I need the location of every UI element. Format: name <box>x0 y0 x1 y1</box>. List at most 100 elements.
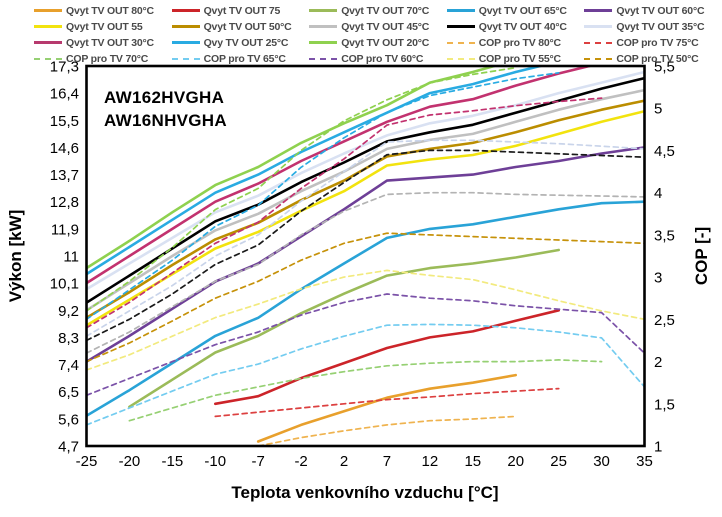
legend-item-16: COP pro TV 65°C <box>171 51 306 66</box>
series-line-12 <box>256 373 518 443</box>
axes-layer: 4,7 5,6 6,5 7,4 8,3 9,2 10,1 11 11,9 12,8 13,7 14,6… <box>50 59 675 471</box>
legend-dashed-line-swatch <box>584 41 613 44</box>
legend-item-7: Qvyt TV OUT 45°C <box>309 19 443 34</box>
y-right-tick-label: 5,5 <box>654 59 675 76</box>
y-left-tick-label: 5,6 <box>58 411 79 428</box>
y-right-tick-label: 4 <box>654 185 662 202</box>
x-tick-label: 7 <box>383 453 391 470</box>
y-left-tick-label: 14,6 <box>50 140 79 157</box>
series-layer <box>86 65 645 447</box>
legend-label: Qvyt TV OUT 60°C <box>616 4 705 17</box>
series-line-19 <box>86 232 645 363</box>
legend-item-4: Qvyt TV OUT 60°C <box>584 3 718 18</box>
y-left-tick-label: 4,7 <box>58 439 79 456</box>
legend-label: COP pro TV 65°C <box>203 52 286 65</box>
series-line-11 <box>214 308 561 406</box>
y-left-tick-label: 16,4 <box>50 86 79 103</box>
series-line-25 <box>257 415 517 447</box>
y-right-tick-label: 1 <box>654 439 662 456</box>
legend-dashed-line-swatch <box>584 57 613 60</box>
x-tick-label: 20 <box>507 453 524 470</box>
plot-border <box>85 64 646 448</box>
legend-label: Qvyt TV OUT 50°C <box>203 20 292 33</box>
x-tick-label: -25 <box>76 453 98 470</box>
series-line-2 <box>86 65 599 285</box>
series-line-4 <box>86 76 645 305</box>
series-line-21 <box>86 293 645 397</box>
legend-line-swatch <box>171 9 200 12</box>
y-left-tick-label: 9,2 <box>58 303 79 320</box>
legend-label: COP pro TV 75°C <box>616 36 699 49</box>
x-tick-label: 25 <box>550 453 567 470</box>
x-tick-label: 12 <box>422 453 439 470</box>
legend-item-19: COP pro TV 50°C <box>584 51 718 66</box>
y-left-axis-title: Výkon [kW] <box>6 210 25 303</box>
x-tick-label: -20 <box>119 453 141 470</box>
y-right-tick-label: 3,5 <box>654 227 675 244</box>
legend-item-17: COP pro TV 60°C <box>309 51 443 66</box>
legend-label: COP pro TV 55°C <box>478 52 561 65</box>
legend-line-swatch <box>584 9 613 12</box>
legend-line-swatch <box>171 25 200 28</box>
legend-line-swatch <box>34 41 62 44</box>
y-right-tick-label: 1,5 <box>654 396 675 413</box>
legend: Qvyt TV OUT 80°C Qvyt TV OUT 75 Qvyt TV OU… <box>34 3 718 66</box>
series-line-13 <box>86 66 517 312</box>
legend-item-15: COP pro TV 70°C <box>34 51 168 66</box>
legend-label: Qvyt TV OUT 55 <box>66 20 143 33</box>
y-left-tick-label: 7,4 <box>58 357 79 374</box>
series-line-16 <box>86 139 645 338</box>
model-annotation-line2: AW16NHVGHA <box>104 111 227 130</box>
y-left-tick-label: 10,1 <box>50 276 79 293</box>
legend-dashed-line-swatch <box>34 57 62 60</box>
x-axis-title: Teplota venkovního vzduchu [°C] <box>231 483 498 502</box>
legend-item-18: COP pro TV 55°C <box>446 51 581 66</box>
series-line-1 <box>86 65 550 276</box>
legend-label: Qvyt TV OUT 45°C <box>341 20 430 33</box>
x-tick-label: -7 <box>252 453 265 470</box>
legend-label: Qvyt TV OUT 20°C <box>341 36 430 49</box>
legend-label: Qvyt TV OUT 35°C <box>616 20 705 33</box>
x-tick-label: -15 <box>162 453 184 470</box>
legend-line-swatch <box>446 25 475 28</box>
legend-line-swatch <box>309 41 338 44</box>
legend-dashed-line-swatch <box>171 57 200 60</box>
legend-line-swatch <box>584 25 613 28</box>
series-line-7 <box>86 109 645 327</box>
series-line-3 <box>86 70 645 291</box>
legend-label: Qvyt TV OUT 80°C <box>66 4 154 17</box>
legend-item-13: COP pro TV 80°C <box>446 35 581 50</box>
legend-item-5: Qvyt TV OUT 55 <box>34 19 168 34</box>
legend-item-11: Qvy TV OUT 25°C <box>171 35 306 50</box>
series-line-20 <box>86 269 645 371</box>
x-tick-label: -2 <box>294 453 307 470</box>
series-line-24 <box>214 387 560 418</box>
y-left-tick-label: 11 <box>63 249 79 266</box>
legend-item-12: Qvyt TV OUT 20°C <box>309 35 443 50</box>
y-left-tick-label: 8,3 <box>58 330 79 347</box>
legend-item-8: Qvyt TV OUT 40°C <box>446 19 581 34</box>
y-left-tick-label: 13,7 <box>50 167 79 184</box>
legend-item-2: Qvyt TV OUT 70°C <box>309 3 443 18</box>
y-left-tick-label: 6,5 <box>58 384 79 401</box>
series-line-18 <box>86 191 645 354</box>
x-tick-label: 35 <box>636 453 653 470</box>
legend-label: Qvy TV OUT 25°C <box>203 36 289 49</box>
series-line-5 <box>86 88 645 312</box>
series-line-23 <box>128 359 603 422</box>
legend-line-swatch <box>309 25 338 28</box>
series-line-17 <box>86 149 645 342</box>
legend-item-14: COP pro TV 75°C <box>584 35 718 50</box>
series-line-8 <box>86 146 645 363</box>
y-left-tick-label: 17,3 <box>50 59 79 76</box>
legend-label: Qvyt TV OUT 75 <box>203 4 281 17</box>
y-right-tick-label: 3 <box>654 270 662 287</box>
y-right-tick-label: 4,5 <box>654 143 675 160</box>
y-right-tick-label: 5 <box>654 101 662 118</box>
series-line-22 <box>86 323 645 426</box>
series-line-0 <box>86 65 503 270</box>
legend-item-6: Qvyt TV OUT 50°C <box>171 19 306 34</box>
model-annotation-line1: AW162HVGHA <box>104 88 224 107</box>
